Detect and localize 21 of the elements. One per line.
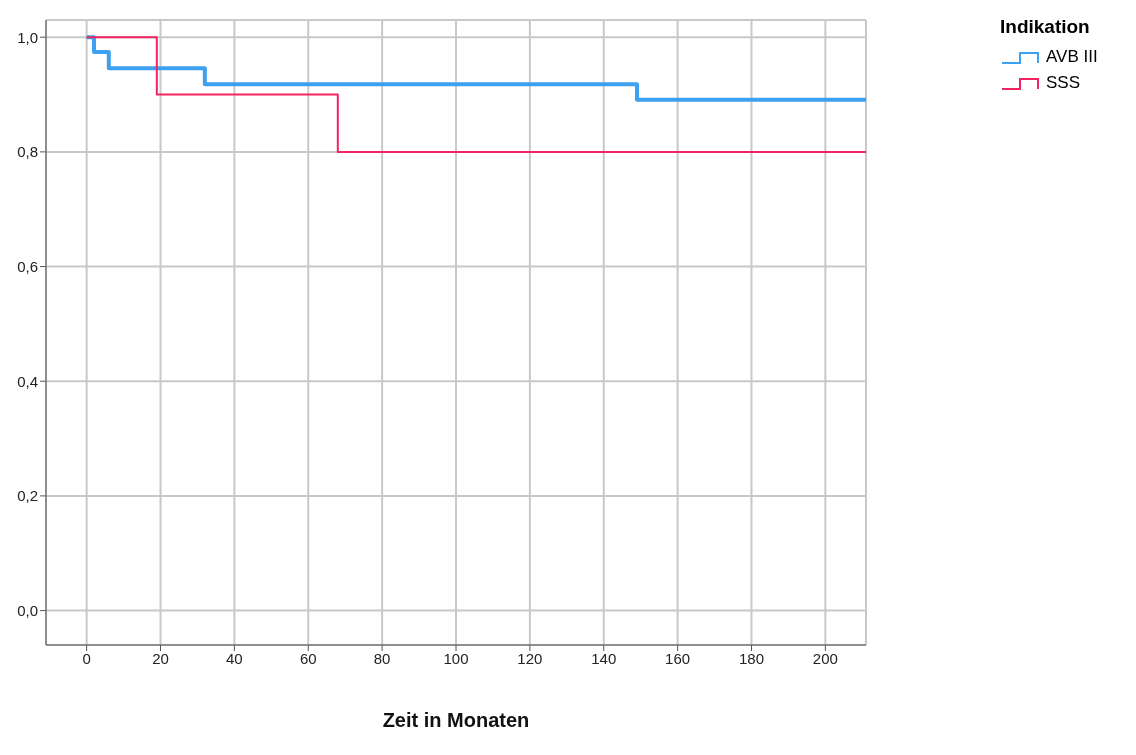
x-tick-label: 100 (443, 649, 469, 667)
y-tick-label: 0,2 (17, 487, 38, 505)
legend-label: AVB III (1046, 47, 1098, 67)
y-tick-label: 0,0 (17, 601, 38, 619)
x-tick-label: 140 (591, 649, 617, 667)
x-axis-title: Zeit in Monaten (382, 709, 530, 731)
x-tick-label: 200 (812, 649, 838, 667)
legend-title: Indikation (1000, 16, 1091, 38)
y-tick-label: 0,6 (17, 257, 38, 275)
legend-label: SSS (1046, 73, 1081, 93)
x-tick-label: 20 (152, 649, 169, 667)
x-tick-label: 0 (82, 649, 91, 667)
x-tick-label: 60 (299, 649, 317, 667)
y-tick-label: 0,8 (17, 143, 38, 161)
x-tick-label: 80 (373, 649, 391, 667)
y-tick-label: 0,4 (17, 372, 38, 390)
x-tick-label: 40 (226, 649, 243, 667)
x-tick-label: 180 (738, 649, 765, 667)
y-tick-label: 1,0 (17, 28, 38, 46)
x-tick-label: 160 (665, 649, 691, 667)
x-tick-label: 120 (517, 649, 543, 667)
